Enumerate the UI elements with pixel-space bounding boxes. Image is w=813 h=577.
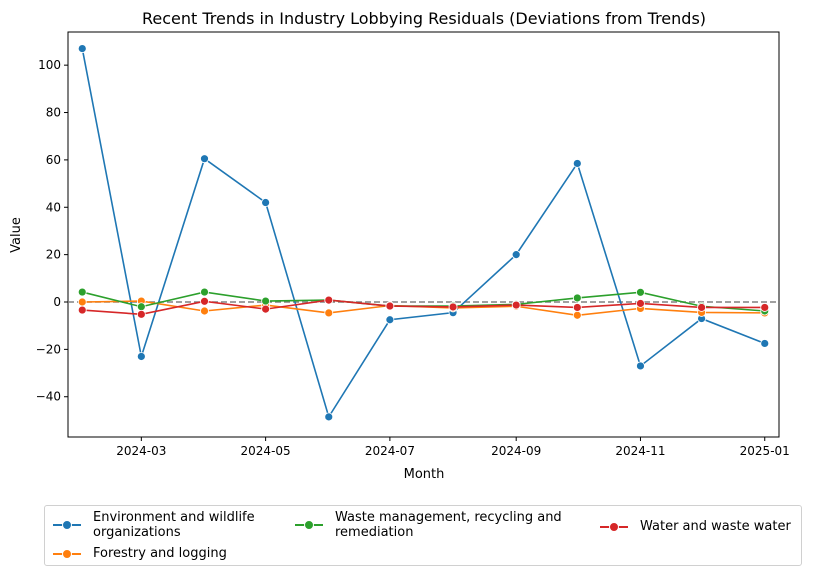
legend-marker xyxy=(295,519,323,531)
data-point xyxy=(511,300,521,310)
y-tick-label: 80 xyxy=(46,106,61,120)
data-point xyxy=(636,287,645,297)
x-tick-label: 2025-01 xyxy=(740,444,790,458)
data-point xyxy=(636,299,645,308)
x-tick-label: 2024-09 xyxy=(491,444,541,458)
legend-label: Forestry and logging xyxy=(93,546,227,561)
data-point xyxy=(636,361,645,371)
legend-label: Water and waste water xyxy=(640,519,791,534)
data-point xyxy=(136,302,146,312)
data-point xyxy=(77,44,87,53)
data-point xyxy=(200,296,209,306)
y-tick-label: 100 xyxy=(38,58,61,72)
data-point xyxy=(697,303,706,312)
x-tick-label: 2024-03 xyxy=(116,444,166,458)
legend: Environment and wildlife organizations Fo… xyxy=(44,505,802,566)
data-point xyxy=(572,159,582,168)
legend-item: Environment and wildlife organizations xyxy=(53,510,293,540)
data-point xyxy=(760,303,770,312)
data-point xyxy=(572,293,582,303)
x-axis-label: Month xyxy=(404,467,445,482)
data-point xyxy=(324,295,334,305)
data-point xyxy=(385,301,395,311)
data-point xyxy=(77,305,87,315)
data-point xyxy=(136,309,146,319)
legend-label: Environment and wildlife organizations xyxy=(93,510,255,540)
data-point xyxy=(385,315,395,325)
legend-item: Waste management, recycling and remediat… xyxy=(295,510,585,540)
legend-item: Water and waste water xyxy=(600,519,791,534)
series-line-1 xyxy=(82,300,765,317)
legend-item: Forestry and logging xyxy=(53,546,227,561)
x-tick-label: 2024-11 xyxy=(615,444,665,458)
data-point xyxy=(511,250,521,260)
series-line-3 xyxy=(82,299,765,316)
y-tick-label: −20 xyxy=(36,342,61,356)
legend-marker xyxy=(53,519,81,531)
data-point xyxy=(448,302,458,312)
data-point xyxy=(572,303,582,312)
data-point xyxy=(200,306,209,316)
legend-label: Waste management, recycling and remediat… xyxy=(335,510,562,540)
data-point xyxy=(77,297,87,307)
x-tick-label: 2024-07 xyxy=(365,444,415,458)
data-point xyxy=(200,287,209,297)
y-tick-label: 20 xyxy=(46,248,61,262)
data-point xyxy=(136,352,146,361)
data-point xyxy=(324,308,334,318)
legend-marker xyxy=(53,548,81,560)
line-chart: Recent Trends in Industry Lobbying Resid… xyxy=(9,9,790,482)
plot-frame xyxy=(67,31,780,438)
data-point xyxy=(572,310,582,320)
x-tick-label: 2024-05 xyxy=(241,444,291,458)
data-point xyxy=(261,296,271,306)
data-point xyxy=(261,198,271,207)
chart-title: Recent Trends in Industry Lobbying Resid… xyxy=(142,9,706,28)
y-axis-label: Value xyxy=(9,217,24,253)
legend-marker xyxy=(600,521,628,533)
y-tick-label: 60 xyxy=(46,153,61,167)
series-line-0 xyxy=(81,48,766,419)
y-tick-label: −40 xyxy=(36,390,61,404)
data-point xyxy=(200,154,209,164)
data-point xyxy=(77,287,87,297)
y-tick-label: 0 xyxy=(53,295,61,309)
data-point xyxy=(261,304,271,314)
data-point xyxy=(324,412,334,422)
data-point xyxy=(760,339,770,348)
y-tick-label: 40 xyxy=(46,200,61,214)
